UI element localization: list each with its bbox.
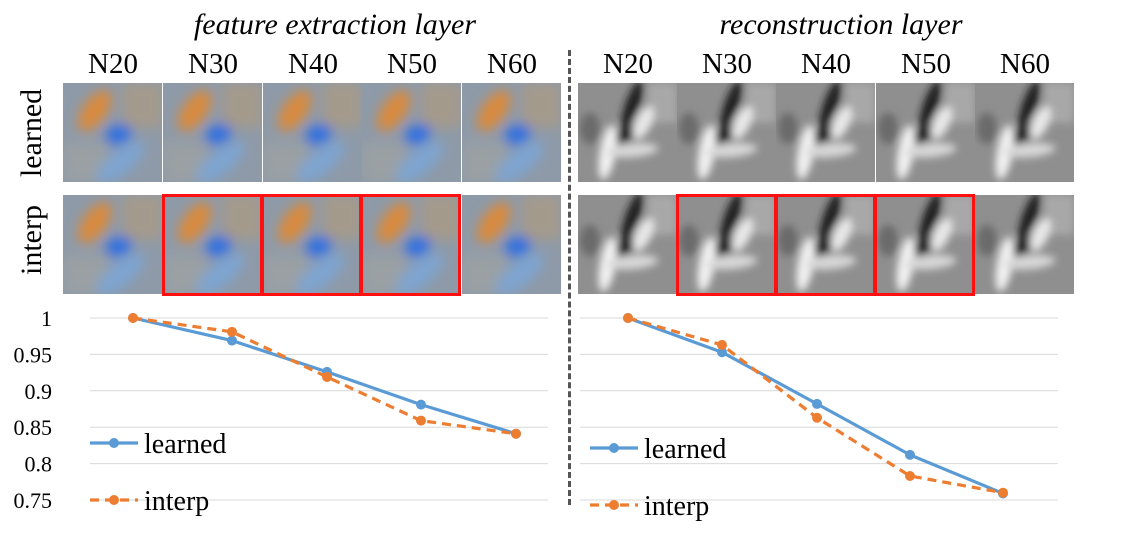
point-right-interp-n20 (623, 313, 633, 323)
col-label-left-n40: N40 (288, 48, 338, 80)
col-label-left-n20: N20 (88, 48, 138, 80)
point-right-interp-n60 (998, 487, 1008, 498)
row-label-learned: learned (15, 88, 48, 178)
row-label-interp: interp (15, 205, 48, 275)
ytick-label-2: 0.9 (25, 379, 53, 404)
tile-rc-interp-n20 (578, 195, 677, 294)
col-label-left-n60: N60 (487, 48, 537, 80)
legend-marker-left-interp (109, 495, 119, 505)
point-right-learned-n50 (905, 449, 915, 460)
point-left-interp-n20 (128, 313, 138, 323)
ytick-label-3: 0.85 (14, 415, 53, 440)
tile-fe-learned-n60 (462, 83, 561, 182)
point-right-learned-n30 (717, 347, 727, 358)
point-left-interp-n50 (416, 415, 426, 426)
tile-rc-learned-n20 (578, 83, 677, 182)
tile-rc-interp-n50 (876, 195, 975, 294)
tile-fe-interp-n60 (462, 195, 561, 294)
col-label-right-n30: N30 (702, 48, 752, 80)
col-label-right-n60: N60 (1000, 48, 1050, 80)
legend-label-left-learned: learned (144, 429, 226, 460)
tile-fe-learned-n50 (362, 83, 461, 182)
tile-rc-learned-n60 (975, 83, 1074, 182)
tile-fe-interp-n30 (163, 195, 262, 294)
tile-fe-interp-n50 (362, 195, 461, 294)
panel-title-feature-extraction: feature extraction layer (193, 8, 477, 41)
ytick-label-0: 1 (41, 306, 52, 331)
series-line-left-interp (132, 316, 517, 436)
tile-rc-interp-n40 (776, 195, 875, 294)
tile-rc-learned-n40 (776, 83, 875, 182)
point-left-interp-n30 (227, 326, 237, 337)
point-right-interp-n50 (905, 470, 915, 481)
tile-fe-interp-n20 (63, 195, 162, 294)
col-label-right-n50: N50 (901, 48, 951, 80)
point-right-interp-n30 (717, 339, 727, 350)
legend-label-right-learned: learned (644, 434, 726, 465)
legend-marker-right-learned (609, 443, 619, 453)
tile-fe-learned-n20 (63, 83, 162, 182)
legend-label-right-interp: interp (644, 491, 709, 522)
tile-rc-learned-n30 (677, 83, 776, 182)
ytick-label-4: 0.8 (25, 452, 53, 477)
ytick-label-5: 0.75 (14, 488, 53, 513)
point-left-learned-n50 (416, 399, 426, 410)
tile-rc-interp-n60 (975, 195, 1074, 294)
panel-title-reconstruction: reconstruction layer (719, 8, 963, 41)
tile-fe-learned-n30 (163, 83, 262, 182)
col-label-right-n20: N20 (603, 48, 653, 80)
point-left-interp-n40 (322, 371, 332, 382)
tile-fe-learned-n40 (263, 83, 362, 182)
legend-label-left-interp: interp (144, 486, 209, 517)
ytick-label-1: 0.95 (14, 342, 53, 367)
point-right-learned-n40 (812, 398, 822, 409)
tile-rc-learned-n50 (876, 83, 975, 182)
point-left-learned-n30 (227, 335, 237, 346)
col-label-left-n30: N30 (188, 48, 238, 80)
point-left-interp-n60 (511, 428, 521, 439)
col-label-right-n40: N40 (801, 48, 851, 80)
col-label-left-n50: N50 (387, 48, 437, 80)
legend-marker-right-interp (609, 500, 619, 510)
point-right-interp-n40 (812, 412, 822, 423)
tile-fe-interp-n40 (263, 195, 362, 294)
line-charts: 1 0.95 0.9 0.85 0.8 0.75 learned interp learned i… (14, 306, 1058, 522)
tile-rc-interp-n30 (677, 195, 776, 294)
legend-marker-left-learned (109, 438, 119, 448)
panel-divider (568, 50, 571, 505)
